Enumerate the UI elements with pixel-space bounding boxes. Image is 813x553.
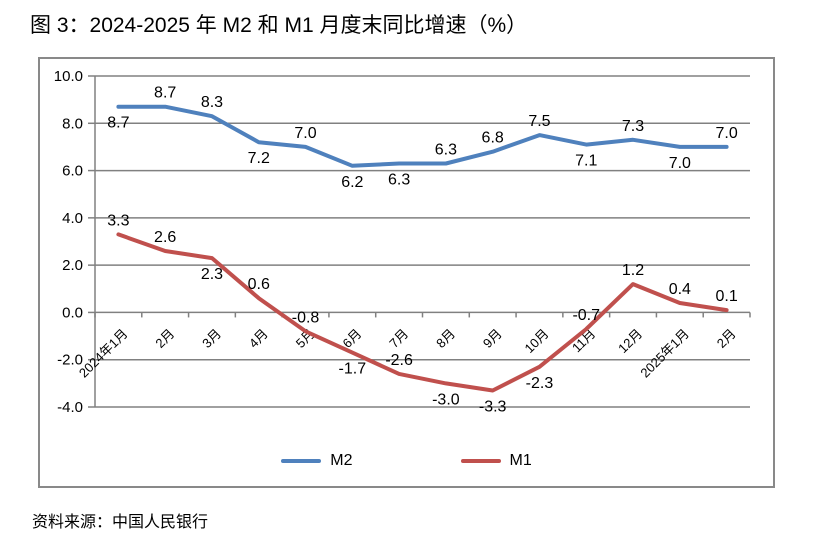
- data-label: 6.3: [435, 141, 457, 158]
- data-labels-m2: 8.7 8.7 8.3 7.2 7.0 6.2 6.3 6.3 6.8 7.5 7.1 7.3 7.0 7…: [107, 85, 738, 191]
- y-tick-label: 8.0: [62, 115, 83, 132]
- x-tick-label: 3月: [199, 326, 224, 351]
- y-axis-labels: 10.0 8.0 6.0 4.0 2.0 0.0 -2.0 -4.0: [54, 68, 83, 416]
- legend-item-m2: M2: [281, 452, 353, 470]
- figure-title: 图 3：2024-2025 年 M2 和 M1 月度末同比增速（%）: [30, 14, 528, 37]
- data-label: 2.3: [201, 266, 223, 283]
- data-label: 6.2: [341, 174, 363, 191]
- data-labels-m1: 3.3 2.6 2.3 0.6 -0.8 -1.7 -2.6 -3.0 -3.3 -2.3 -0.7…: [107, 212, 738, 415]
- x-tick-label: 8月: [433, 326, 458, 351]
- data-label: 7.5: [528, 113, 550, 130]
- x-tick-label: 2月: [152, 326, 177, 351]
- data-label: -0.7: [572, 307, 600, 324]
- data-label: 6.3: [388, 171, 410, 188]
- legend-label-m1: M1: [509, 452, 532, 469]
- data-label: 7.0: [669, 155, 691, 172]
- data-label: 0.4: [669, 281, 691, 298]
- data-label: 1.2: [622, 262, 644, 279]
- x-tick-label: 2025年1月: [637, 326, 692, 381]
- data-label: 8.7: [154, 85, 176, 102]
- y-tick-label: 4.0: [62, 210, 83, 227]
- line-chart: 10.0 8.0 6.0 4.0 2.0 0.0 -2.0 -4.0 2024年1月 2月 3月 4月…: [54, 68, 751, 416]
- x-tick-label: 12月: [615, 326, 645, 356]
- legend-label-m2: M2: [330, 452, 353, 469]
- data-label: 7.0: [715, 125, 737, 142]
- series-line-m1: [116, 232, 729, 393]
- data-label: 7.0: [294, 125, 316, 142]
- y-tick-label: 6.0: [62, 163, 83, 180]
- data-label: -1.7: [339, 361, 367, 378]
- data-label: 7.2: [248, 150, 270, 167]
- x-tick-label: 9月: [480, 326, 505, 351]
- m2-line-swatch: [281, 459, 322, 463]
- x-axis-ticks: [94, 312, 751, 318]
- data-label: 0.1: [715, 288, 737, 305]
- data-label: 2.6: [154, 229, 176, 246]
- data-label: -3.3: [479, 398, 507, 415]
- data-label: 6.8: [482, 130, 504, 147]
- series-line-m2: [116, 104, 729, 168]
- y-tick-label: -2.0: [57, 352, 83, 369]
- data-label: -3.0: [432, 391, 460, 408]
- x-tick-label: 7月: [386, 326, 411, 351]
- y-tick-label: 10.0: [54, 68, 83, 85]
- data-label: -2.6: [385, 352, 413, 369]
- data-label: -0.8: [292, 309, 320, 326]
- data-label: 8.7: [107, 115, 129, 132]
- x-tick-label: 4月: [246, 326, 271, 351]
- x-tick-label: 2月: [714, 326, 739, 351]
- x-tick-label: 10月: [522, 326, 552, 356]
- chart-frame: 10.0 8.0 6.0 4.0 2.0 0.0 -2.0 -4.0 2024年1月 2月 3月 4月…: [38, 57, 775, 488]
- data-label: 3.3: [107, 212, 129, 229]
- chart-legend: M2 M1: [40, 452, 773, 470]
- legend-item-m1: M1: [460, 452, 532, 470]
- y-tick-label: 0.0: [62, 304, 83, 321]
- source-note: 资料来源：中国人民银行: [32, 514, 209, 531]
- y-axis-ticks: [88, 75, 95, 408]
- data-label: -2.3: [526, 375, 554, 392]
- m1-line-swatch: [460, 459, 501, 463]
- data-label: 8.3: [201, 94, 223, 111]
- data-label: 0.6: [248, 276, 270, 293]
- data-label: 7.1: [575, 153, 597, 170]
- x-tick-label: 2024年1月: [76, 326, 131, 381]
- y-tick-label: -4.0: [57, 399, 83, 416]
- data-label: 7.3: [622, 118, 644, 135]
- y-tick-label: 2.0: [62, 257, 83, 274]
